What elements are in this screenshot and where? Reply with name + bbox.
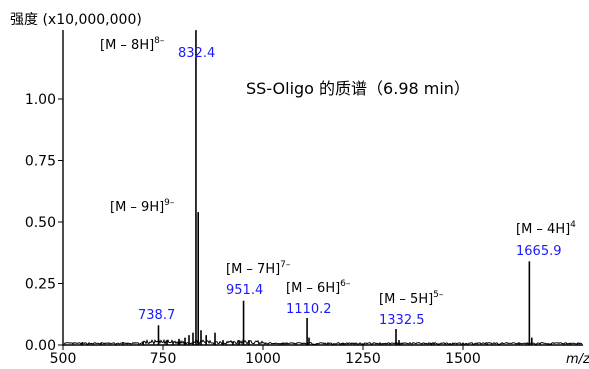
mz-label: 1332.5 [379, 313, 425, 328]
charge-state: 9– [164, 198, 175, 208]
mz-label: 738.7 [138, 308, 175, 323]
spectrum-trace [63, 338, 583, 346]
x-ticks: 500 750 1000 1250 1500 [50, 345, 481, 367]
x-tick-label: 750 [150, 351, 177, 367]
ion-label: [M – 5H]5– [379, 290, 444, 307]
mz-label: 832.4 [178, 46, 215, 61]
ion-label: [M – 6H]6– [286, 279, 351, 296]
charge-state: 6– [340, 279, 351, 289]
ion-formula: [M – 4H] [516, 222, 570, 237]
x-tick-label: 1000 [245, 351, 281, 367]
y-tick-label: 0.25 [25, 277, 56, 293]
y-tick-label: 0.75 [25, 154, 56, 170]
mz-label: 1665.9 [516, 244, 562, 259]
y-axis-label: 强度 (x10,000,000) [10, 12, 142, 28]
ion-label: [M – 8H]8– [100, 36, 165, 53]
chart-title: SS-Oligo 的质谱（6.98 min） [246, 79, 470, 98]
y-ticks: 0.00 0.25 0.50 0.75 1.00 [25, 92, 63, 354]
ion-formula: [M – 6H] [286, 281, 340, 296]
y-tick-label: 0.50 [25, 215, 56, 231]
x-tick-label: 500 [50, 351, 77, 367]
ion-label: [M – 7H]7– [226, 260, 291, 277]
ion-label: [M – 9H]9– [110, 198, 175, 215]
axes [62, 30, 583, 346]
peaks [81, 30, 552, 345]
baseline-noise [63, 338, 583, 346]
ion-formula: [M – 9H] [110, 200, 164, 215]
x-axis-label: m/z [566, 352, 589, 367]
ion-formula: [M – 5H] [379, 292, 433, 307]
y-tick-label: 0.00 [25, 338, 56, 354]
ion-formula: [M – 8H] [100, 38, 154, 53]
charge-state: 8– [154, 36, 165, 46]
charge-state: 4 [570, 220, 576, 230]
mz-label: 1110.2 [286, 302, 332, 317]
charge-state: 7– [280, 260, 291, 270]
y-tick-label: 1.00 [25, 92, 56, 108]
peak-labels: 738.7 [M – 8H]8– 832.4 [M – 9H]9– [M – 7H]7–… [100, 36, 576, 328]
charge-state: 5– [433, 290, 444, 300]
ion-label: [M – 4H]4 [516, 220, 576, 237]
x-tick-label: 1250 [345, 351, 381, 367]
ion-formula: [M – 7H] [226, 262, 280, 277]
x-tick-label: 1500 [445, 351, 481, 367]
mz-label: 951.4 [226, 283, 263, 298]
